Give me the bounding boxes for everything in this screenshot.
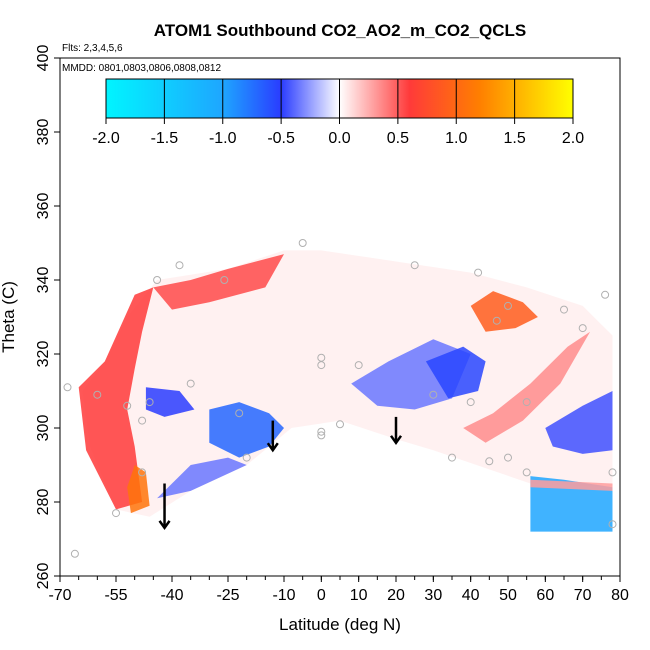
y-tick-label: 280 [35,489,52,516]
sample-point [317,427,326,436]
sample-point [608,520,617,529]
colorbar-ticks: -2.0 -1.5 -1.0 -0.5 0.0 0.5 1.0 1.5 2.0 [92,79,584,147]
colorbar-tick-label: -2.0 [92,130,120,147]
region-south-red-core [127,465,150,514]
x-tick-label: 30 [424,587,442,604]
x-tick-label: -70 [48,587,71,604]
x-tick-label: 0 [317,587,326,604]
region-mid-lower-blue [157,457,247,499]
down-arrow [158,483,171,531]
sample-point [175,261,184,270]
x-tick-label: 80 [611,587,629,604]
region-north-blue-edge [545,391,613,454]
sample-point [70,549,79,558]
sample-point [410,261,419,270]
dates-label: MMDD: 0801,0803,0806,0808,0812 [62,63,221,74]
region-north-red-patch [470,291,538,332]
sample-point [220,276,229,284]
sample-point [485,457,494,466]
sample-point [145,398,154,407]
sample-point [578,324,587,333]
sample-point [242,453,251,462]
colorbar-tick-label: -1.0 [209,130,237,147]
y-tick-label: 400 [35,45,52,72]
down-arrow [389,416,403,445]
region-north-blue-patch [425,346,486,399]
sample-point [504,301,512,310]
sample-point [492,316,501,325]
region-south-red-upper [153,254,284,310]
sample-point [474,268,483,277]
x-axis-label: Latitude (deg N) [279,615,401,634]
colorbar-tick-label: 2.0 [562,130,584,147]
sample-point [522,398,531,407]
x-tick-label: 50 [499,587,517,604]
sample-point [608,468,617,477]
sample-points [63,239,617,558]
colorbar-tick-label: -0.5 [267,130,295,147]
region-south-red-column [78,287,154,510]
x-tick-label: 60 [536,587,554,604]
y-tick-label: 320 [35,341,52,368]
x-tick-label: -55 [104,587,127,604]
y-tick-label: 340 [35,267,52,294]
sample-point [466,398,475,407]
flights-label: Flts: 2,3,4,5,6 [62,43,123,54]
x-tick-label: 10 [350,587,368,604]
sample-point [504,453,512,462]
y-tick-label: 360 [35,193,52,220]
y-axis: 260 280 300 320 340 360 380 400 [35,45,60,590]
sample-point [63,383,72,392]
y-tick-label: 300 [35,415,52,442]
sample-point [153,276,162,284]
region-north-deep-blue [530,476,613,532]
x-tick-label: -10 [272,587,295,604]
sample-point [298,239,307,247]
x-tick-label: 20 [387,587,405,604]
x-axis: -70 -55 -40 -25 -10 0 10 20 30 40 50 60 70 80 [48,576,629,604]
chart-title: ATOM1 Southbound CO2_AO2_m_CO2_QCLS [154,21,526,40]
sample-point [138,468,147,477]
sample-point [138,416,147,425]
sample-point [123,401,132,410]
x-tick-label: -40 [160,587,183,604]
arrows [158,416,403,531]
sample-point [235,409,244,418]
sample-point [317,361,326,370]
data-regions [78,250,613,532]
sample-point [354,361,363,370]
sample-point [560,305,568,314]
colorbar-tick-label: 1.0 [445,130,467,147]
sample-point [522,468,531,477]
sample-point [429,390,438,399]
sample-point [336,420,344,429]
colorbar-tick-label: -1.5 [151,130,179,147]
y-tick-label: 260 [35,563,52,590]
colorbar: -2.0 -1.5 -1.0 -0.5 0.0 0.5 1.0 1.5 2.0 [92,78,584,147]
region-north-red-streak [463,331,591,443]
region-mid-blue-patch [209,402,284,458]
x-tick-label: 70 [574,587,592,604]
y-tick-label: 380 [35,119,52,146]
y-axis-label: Theta (C) [0,281,18,353]
sample-point [317,431,326,440]
sample-point [93,390,102,399]
region-north-red-bottom-line [530,479,613,491]
x-tick-label: -25 [216,587,239,604]
colorbar-tick-label: 1.5 [504,130,526,147]
sample-point [601,290,610,299]
sample-point [112,509,120,518]
colorbar-tick-label: 0.0 [328,130,350,147]
x-tick-label: 40 [462,587,480,604]
colorbar-tick-label: 0.5 [387,130,409,147]
region-south-blue-patch [145,387,195,417]
sample-point [448,453,456,462]
sample-point [186,379,195,388]
down-arrow [266,420,279,453]
